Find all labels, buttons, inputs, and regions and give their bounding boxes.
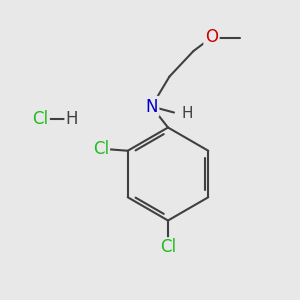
Text: Cl: Cl <box>93 140 109 158</box>
Text: Cl: Cl <box>32 110 49 128</box>
Text: Cl: Cl <box>160 238 176 256</box>
Text: N: N <box>145 98 158 116</box>
Text: O: O <box>205 28 218 46</box>
Text: H: H <box>182 106 193 122</box>
Text: H: H <box>66 110 78 128</box>
